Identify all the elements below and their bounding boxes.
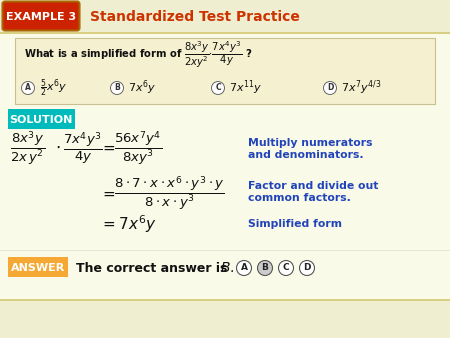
- FancyBboxPatch shape: [15, 38, 435, 104]
- FancyBboxPatch shape: [8, 257, 68, 277]
- Bar: [0, 300, 450, 338]
- Text: $\dfrac{7x^4y^3}{4y}$: $\dfrac{7x^4y^3}{4y}$: [63, 130, 103, 166]
- Circle shape: [257, 261, 273, 275]
- Text: $\frac{5}{2}x^6y$: $\frac{5}{2}x^6y$: [40, 77, 68, 99]
- Text: $= 7x^6y$: $= 7x^6y$: [100, 213, 157, 235]
- Text: Standardized Test Practice: Standardized Test Practice: [90, 10, 300, 24]
- Bar: [0, 0, 450, 33]
- Text: ANSWER: ANSWER: [11, 263, 65, 273]
- Text: and denominators.: and denominators.: [248, 150, 364, 160]
- Text: C: C: [215, 83, 221, 93]
- Text: A: A: [240, 264, 248, 272]
- Text: C: C: [283, 264, 289, 272]
- Text: $\dfrac{8x^3y}{2x\,y^2}$: $\dfrac{8x^3y}{2x\,y^2}$: [10, 129, 45, 167]
- Circle shape: [212, 81, 225, 95]
- Text: $=$: $=$: [100, 140, 116, 154]
- Text: The correct answer is: The correct answer is: [76, 262, 232, 274]
- Text: D: D: [327, 83, 333, 93]
- FancyBboxPatch shape: [3, 1, 80, 30]
- Circle shape: [22, 81, 35, 95]
- Circle shape: [279, 261, 293, 275]
- Text: $\dfrac{8 \cdot 7 \cdot x \cdot x^6 \cdot y^3 \cdot y}{8 \cdot x \cdot y^3}$: $\dfrac{8 \cdot 7 \cdot x \cdot x^6 \cdo…: [114, 174, 225, 212]
- Text: SOLUTION: SOLUTION: [9, 115, 73, 125]
- FancyBboxPatch shape: [8, 109, 75, 129]
- Text: $\dfrac{56x^7y^4}{8xy^3}$: $\dfrac{56x^7y^4}{8xy^3}$: [114, 129, 162, 167]
- Text: B: B: [114, 83, 120, 93]
- Text: EXAMPLE 3: EXAMPLE 3: [6, 12, 76, 22]
- Text: common factors.: common factors.: [248, 193, 351, 203]
- Text: $7x^{11}y$: $7x^{11}y$: [229, 79, 262, 97]
- Circle shape: [237, 261, 252, 275]
- Text: What is a simplified form of $\dfrac{8x^3y}{2xy^2}$$\cdot$$\dfrac{7x^4y^3}{4y}$ : What is a simplified form of $\dfrac{8x^…: [24, 40, 252, 70]
- Text: $=$: $=$: [100, 186, 116, 200]
- Text: $7x^7y^{4/3}$: $7x^7y^{4/3}$: [341, 79, 381, 97]
- Circle shape: [300, 261, 315, 275]
- Circle shape: [324, 81, 337, 95]
- Text: $\mathit{B}.$: $\mathit{B}.$: [220, 261, 234, 275]
- Text: D: D: [303, 264, 311, 272]
- Text: Simplified form: Simplified form: [248, 219, 342, 229]
- Text: Factor and divide out: Factor and divide out: [248, 181, 378, 191]
- Text: $\cdot$: $\cdot$: [55, 138, 60, 156]
- Text: B: B: [261, 264, 269, 272]
- Text: A: A: [25, 83, 31, 93]
- Text: Multiply numerators: Multiply numerators: [248, 138, 373, 148]
- Text: $7x^6y$: $7x^6y$: [128, 79, 156, 97]
- Circle shape: [111, 81, 123, 95]
